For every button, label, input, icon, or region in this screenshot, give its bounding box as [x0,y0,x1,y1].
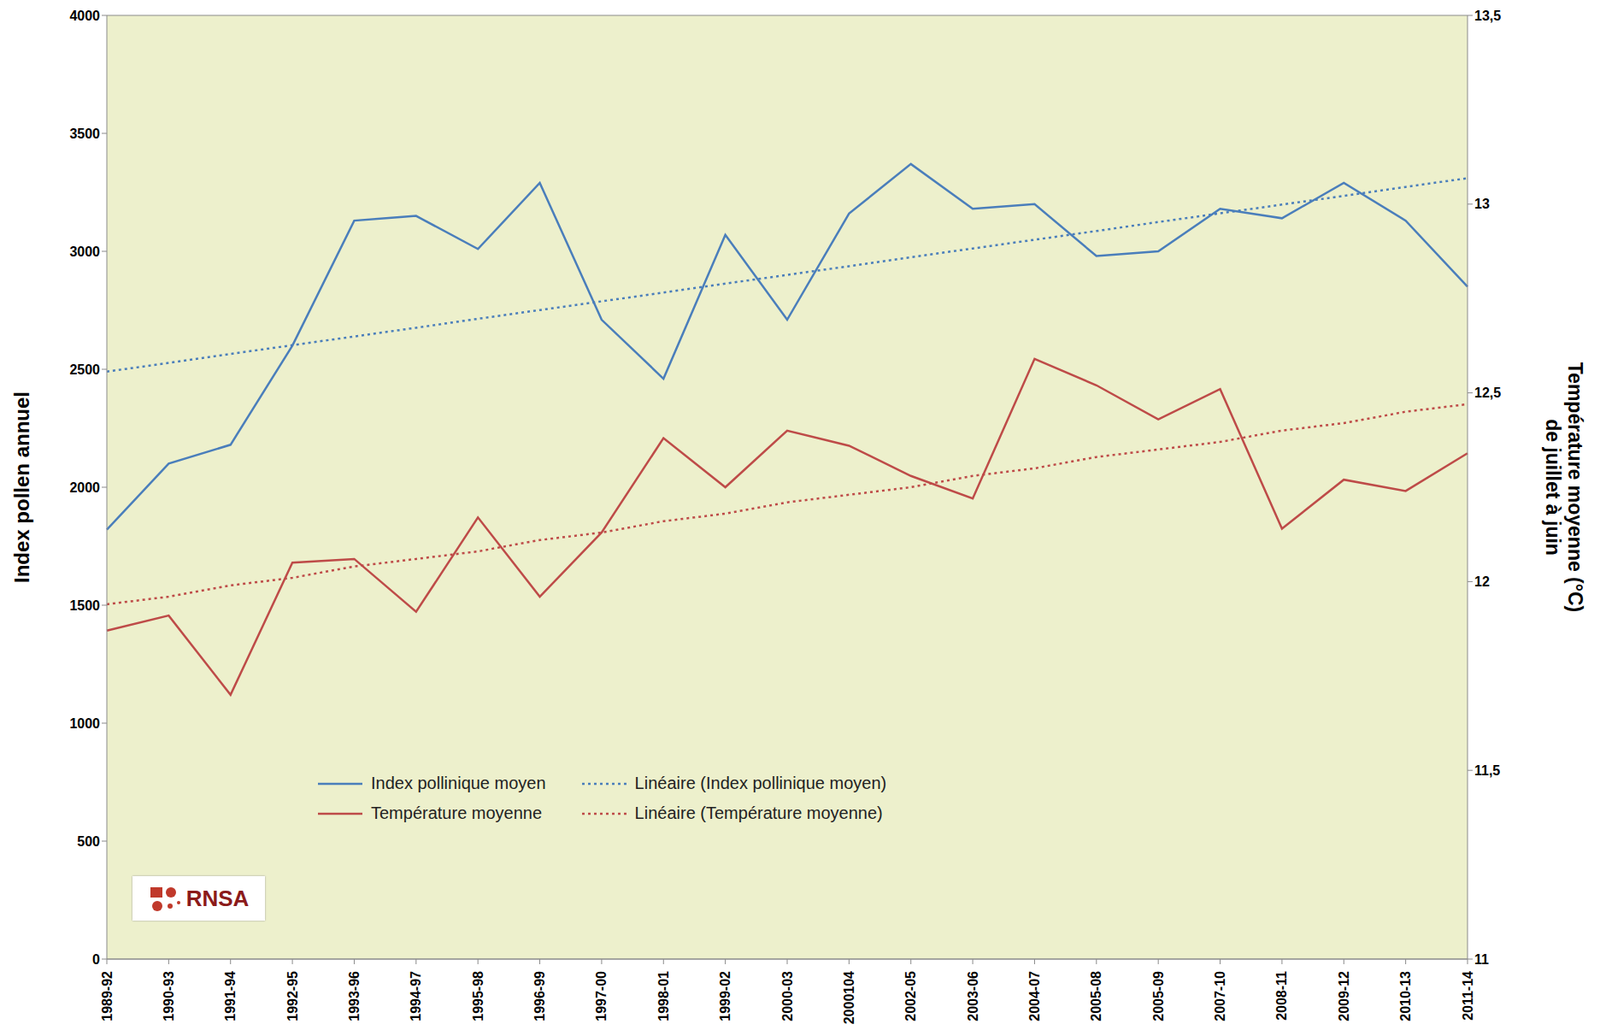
svg-text:2000-03: 2000-03 [780,970,795,1022]
svg-text:2000: 2000 [69,480,100,495]
html-text:RNSA: RNSA [186,885,249,911]
svg-text:2008-11: 2008-11 [1274,970,1289,1021]
svg-text:500: 500 [76,834,100,849]
svg-text:4000: 4000 [69,8,100,24]
svg-text:0: 0 [92,952,100,967]
svg-text:2004-07: 2004-07 [1027,970,1042,1022]
svg-text:1994-97: 1994-97 [408,970,424,1022]
html-text:de juillet à juin: de juillet à juin [1541,418,1565,556]
svg-text:2500: 2500 [69,362,100,377]
html-text:Index pollen annuel: Index pollen annuel [10,391,34,583]
html-text:Index pollinique moyen: Index pollinique moyen [370,773,546,793]
svg-text:2007-10: 2007-10 [1212,970,1228,1022]
svg-text:1000: 1000 [69,716,100,731]
svg-text:3500: 3500 [69,126,100,142]
svg-text:2005-08: 2005-08 [1088,970,1104,1022]
svg-text:1997-00: 1997-00 [594,970,609,1022]
svg-text:3000: 3000 [69,244,100,259]
svg-text:1991-94: 1991-94 [223,970,238,1022]
svg-text:11: 11 [1474,952,1489,967]
svg-text:1996-99: 1996-99 [532,970,548,1022]
html-text:Linéaire (Index pollinique moy: Linéaire (Index pollinique moyen) [634,773,887,793]
svg-text:1990-93: 1990-93 [161,970,177,1022]
svg-text:2002-05: 2002-05 [903,970,918,1022]
svg-text:2000104: 2000104 [841,970,857,1024]
svg-text:2009-12: 2009-12 [1336,970,1352,1022]
svg-text:12: 12 [1474,574,1490,589]
svg-text:1500: 1500 [69,598,100,613]
svg-text:13: 13 [1474,196,1490,212]
svg-text:2003-06: 2003-06 [965,970,981,1022]
svg-text:2011-14: 2011-14 [1460,970,1476,1021]
html-text:Linéaire (Température moyenne): Linéaire (Température moyenne) [634,803,883,823]
svg-text:1998-01: 1998-01 [656,970,671,1022]
svg-text:2005-09: 2005-09 [1151,970,1166,1022]
html-text:Température moyenne: Température moyenne [370,803,542,823]
svg-text:12,5: 12,5 [1474,385,1501,400]
svg-text:1995-98: 1995-98 [470,970,486,1022]
svg-text:1992-95: 1992-95 [285,970,300,1022]
html-text:Température moyenne (°C): Température moyenne (°C) [1564,362,1587,613]
svg-text:2010-13: 2010-13 [1398,970,1413,1022]
svg-text:1993-96: 1993-96 [347,970,362,1022]
svg-text:13,5: 13,5 [1474,8,1501,24]
svg-text:1989-92: 1989-92 [100,970,115,1022]
svg-text:11,5: 11,5 [1474,763,1500,778]
svg-text:1999-02: 1999-02 [717,970,733,1022]
